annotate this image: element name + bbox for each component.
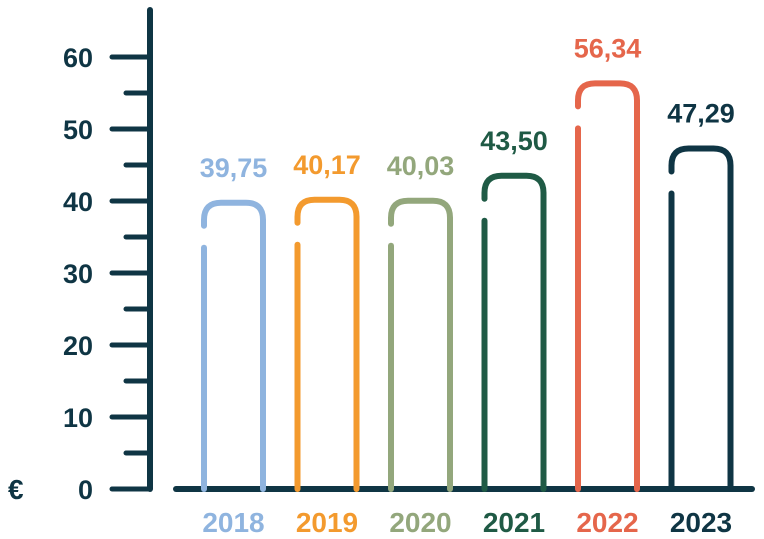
x-tick-label: 2021	[483, 507, 545, 538]
bars	[201, 80, 734, 492]
bar-value-label: 40,17	[293, 150, 361, 180]
bar-arch	[668, 145, 734, 492]
bar-arch	[388, 197, 453, 492]
x-tick-label: 2022	[576, 507, 638, 538]
y-tick-label: 0	[78, 475, 93, 505]
x-tick-label: 2018	[202, 507, 264, 538]
currency-label: €	[8, 474, 24, 505]
bar-arch	[481, 172, 547, 492]
bar-arch	[201, 199, 266, 492]
bar-arch	[294, 196, 360, 492]
y-tick-label: 10	[63, 403, 93, 433]
y-tick-label: 30	[63, 259, 93, 289]
x-tick-label: 2023	[670, 507, 732, 538]
x-tick-label: 2019	[296, 507, 358, 538]
bar-value-label: 56,34	[574, 33, 642, 63]
bar-value-label: 43,50	[480, 126, 548, 156]
x-tick-label: 2020	[389, 507, 451, 538]
bar-value-label: 40,03	[387, 151, 455, 181]
labels: 0 10 20 30 40 50 60 39,75 2018 40,17 2019 40,03 2020…	[63, 33, 735, 538]
y-tick-label: 20	[63, 331, 93, 361]
y-tick-label: 40	[63, 187, 93, 217]
y-tick-label: 60	[63, 43, 93, 73]
bar-value-label: 47,29	[667, 99, 735, 129]
bar-value-label: 39,75	[200, 153, 268, 183]
bar-arch	[575, 80, 640, 492]
axes	[109, 7, 755, 492]
y-tick-label: 50	[63, 115, 93, 145]
